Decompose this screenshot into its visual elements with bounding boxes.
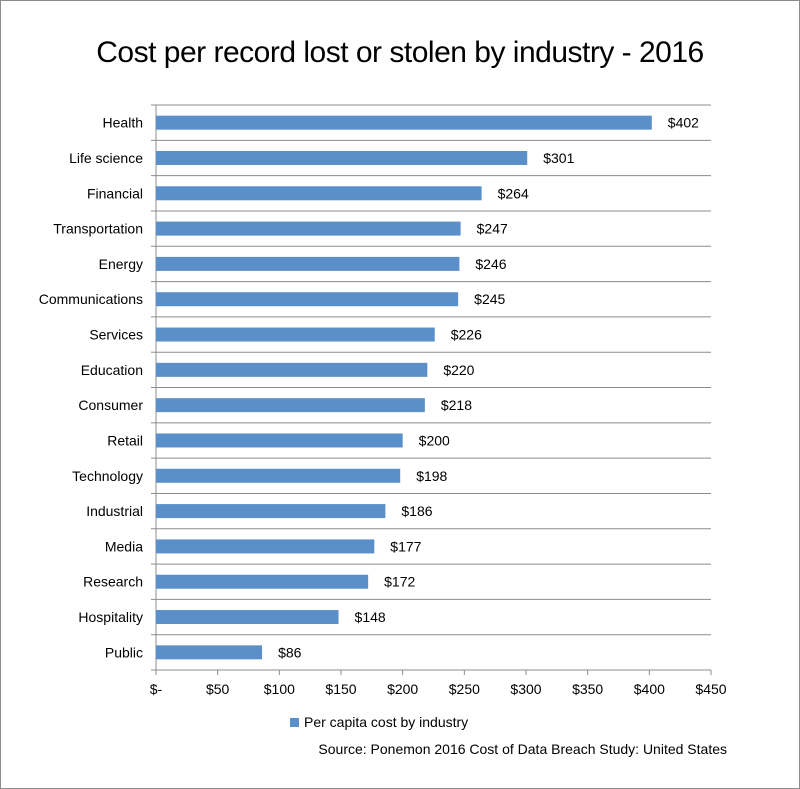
category-label: Life science [69,150,143,166]
x-tick-label: $300 [510,681,541,697]
bar [156,610,339,625]
x-tick-label: $350 [572,681,603,697]
category-label: Education [81,362,143,378]
bar [156,433,403,448]
x-tick-label: $- [150,681,163,697]
bar [156,398,425,413]
x-tick-label: $50 [206,681,230,697]
category-label: Hospitality [78,609,143,625]
data-label: $86 [278,644,302,660]
bar [156,504,386,519]
x-tick-label: $100 [264,681,295,697]
bar [156,115,652,130]
category-label: Energy [99,256,143,272]
category-label: Services [89,327,143,343]
x-tick-label: $450 [695,681,726,697]
x-tick-label: $200 [387,681,418,697]
bar [156,292,459,307]
chart-title: Cost per record lost or stolen by indust… [96,36,704,69]
category-label: Technology [72,468,143,484]
bar [156,150,528,165]
category-label: Industrial [86,503,143,519]
x-tick-label: $400 [634,681,665,697]
category-label: Research [83,574,143,590]
bar [156,221,461,236]
bar [156,539,375,554]
data-label: $402 [668,115,699,131]
data-label: $246 [475,256,506,272]
bar [156,327,435,342]
data-label: $200 [419,432,450,448]
data-label: $226 [451,327,482,343]
legend-swatch [290,717,299,727]
bar [156,645,263,660]
data-label: $245 [474,291,505,307]
data-label: $301 [543,150,574,166]
category-label: Transportation [53,221,143,237]
data-label: $198 [416,468,447,484]
category-label: Public [105,644,143,660]
bar [156,468,401,483]
category-label: Retail [107,432,143,448]
x-tick-label: $250 [449,681,480,697]
bar [156,574,369,589]
bar [156,362,428,377]
data-label: $172 [384,574,415,590]
data-label: $218 [441,397,472,413]
data-label: $148 [355,609,386,625]
legend-label: Per capita cost by industry [304,714,469,730]
category-label: Health [103,115,143,131]
bar [156,256,460,271]
data-label: $264 [498,185,529,201]
chart-legend: Per capita cost by industry [290,714,468,730]
category-label: Financial [87,185,143,201]
data-label: $247 [477,221,508,237]
x-tick-label: $150 [325,681,356,697]
data-label: $186 [401,503,432,519]
bar [156,186,482,201]
category-label: Consumer [78,397,143,413]
data-label: $220 [443,362,474,378]
category-label: Communications [39,291,143,307]
source-note: Source: Ponemon 2016 Cost of Data Breach… [318,741,727,757]
data-label: $177 [390,538,421,554]
category-label: Media [105,538,143,554]
